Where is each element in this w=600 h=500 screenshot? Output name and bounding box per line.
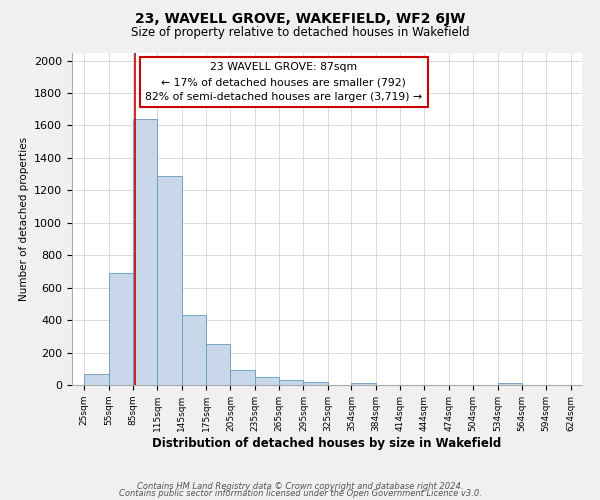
Bar <box>157 176 182 385</box>
Bar <box>279 380 304 385</box>
Text: Size of property relative to detached houses in Wakefield: Size of property relative to detached ho… <box>131 26 469 39</box>
Bar <box>304 382 328 385</box>
Text: Contains public sector information licensed under the Open Government Licence v3: Contains public sector information licen… <box>119 490 481 498</box>
Text: 23 WAVELL GROVE: 87sqm
← 17% of detached houses are smaller (792)
82% of semi-de: 23 WAVELL GROVE: 87sqm ← 17% of detached… <box>145 62 422 102</box>
Bar <box>497 382 522 385</box>
Text: 23, WAVELL GROVE, WAKEFIELD, WF2 6JW: 23, WAVELL GROVE, WAKEFIELD, WF2 6JW <box>135 12 465 26</box>
Bar <box>133 119 157 385</box>
Y-axis label: Number of detached properties: Number of detached properties <box>19 136 29 301</box>
Bar <box>352 382 376 385</box>
Bar <box>84 374 109 385</box>
Bar <box>206 344 230 385</box>
Bar <box>182 316 206 385</box>
Text: Contains HM Land Registry data © Crown copyright and database right 2024.: Contains HM Land Registry data © Crown c… <box>137 482 463 491</box>
X-axis label: Distribution of detached houses by size in Wakefield: Distribution of detached houses by size … <box>152 436 502 450</box>
Bar <box>109 273 133 385</box>
Bar <box>230 370 255 385</box>
Bar <box>255 377 279 385</box>
